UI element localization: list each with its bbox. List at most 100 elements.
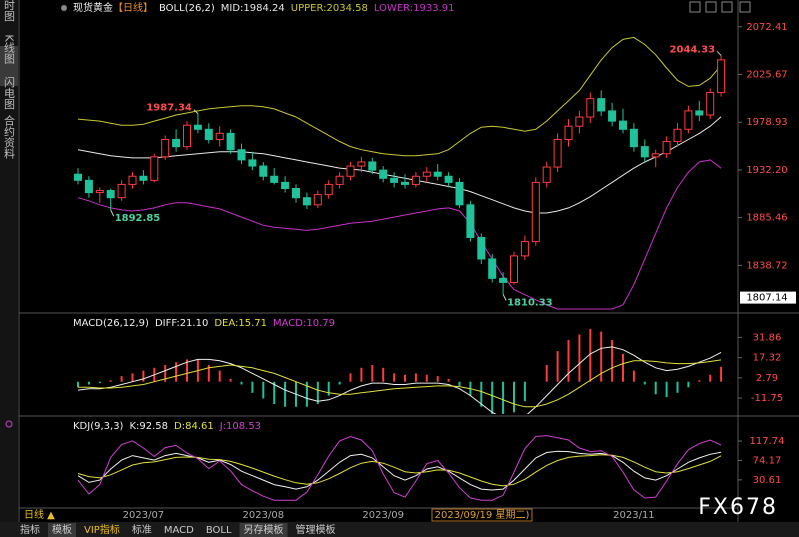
candle-body [640, 146, 649, 158]
y-tick-label: -11.75 [751, 393, 783, 404]
candle-body [433, 171, 442, 177]
series-line [77, 450, 722, 491]
extreme-label: 1892.85 [115, 213, 161, 224]
candle-body [117, 183, 126, 199]
candle-body [662, 141, 671, 155]
sidebar-tab[interactable]: 分时图 [3, 0, 16, 22]
candle-body [368, 161, 377, 171]
candle-body [466, 204, 475, 239]
icon[interactable] [705, 1, 717, 13]
plot-area [74, 36, 726, 310]
tab[interactable]: MACD [164, 525, 194, 536]
candle-body [259, 165, 268, 177]
tab[interactable]: BOLL [206, 525, 232, 536]
icon[interactable] [721, 1, 733, 13]
candle-body [455, 181, 464, 206]
legend-entry: MID:1984.24 [221, 3, 285, 14]
icon[interactable] [739, 1, 751, 13]
period-button[interactable]: 日线 ▲ [24, 508, 55, 521]
chart-title: 现货黄金 [73, 1, 113, 14]
x-tick-label: 2023/11 [613, 510, 655, 521]
tab[interactable]: VIP指标 [84, 523, 120, 536]
menu-dot[interactable] [61, 5, 67, 11]
sidebar-top [0, 2, 18, 38]
tab[interactable]: 标准 [132, 524, 152, 536]
candle-body [390, 177, 399, 183]
extreme-label: 1987.34 [146, 103, 192, 114]
candle-body [150, 156, 159, 181]
candle-body [226, 132, 235, 151]
candle-body [379, 169, 388, 179]
candle-body [477, 237, 486, 260]
candle-body [597, 98, 606, 112]
cursor-label-box [431, 508, 533, 522]
icon[interactable] [689, 1, 701, 13]
y-tick-label: 2072.41 [746, 22, 787, 33]
candle-body [237, 149, 246, 161]
candle-body [499, 277, 508, 283]
extreme-pointer [716, 51, 722, 56]
tab-active[interactable] [48, 523, 76, 537]
tab-active[interactable] [239, 523, 288, 537]
extreme-pointer [110, 209, 115, 217]
sidebar [0, 0, 18, 522]
y-tick-label: 2.79 [756, 373, 778, 384]
series-line [77, 36, 722, 157]
candle-body [84, 179, 93, 194]
sidebar-tab[interactable]: K线图 [3, 34, 16, 64]
candle-body [564, 125, 573, 140]
series-line [77, 346, 722, 414]
candle-body [183, 124, 191, 148]
panel-icon[interactable] [5, 420, 13, 428]
tab[interactable]: 模板 [52, 523, 72, 536]
candle-body [357, 161, 366, 167]
candle-body [106, 190, 115, 199]
legend-entry: LOWER:1933.91 [374, 3, 455, 14]
tab[interactable]: 另存模板 [244, 523, 284, 536]
extreme-pointer [193, 109, 199, 114]
series-line [77, 159, 722, 310]
candle-body [139, 175, 148, 181]
candle-body [619, 120, 627, 130]
cursor-label: 2023/09/19 星期二) [435, 509, 530, 521]
candle-body [608, 110, 617, 122]
candle-body [95, 190, 104, 194]
candle-body [422, 171, 431, 177]
sidebar-tab[interactable]: 合约资料 [3, 114, 16, 160]
x-tick-label: 2023/09 [362, 510, 404, 521]
legend-entry: DEA:15.71 [214, 318, 267, 329]
candle-body [684, 110, 693, 130]
candle-body [281, 181, 290, 190]
candle-body [531, 181, 540, 243]
x-tick-label: 2023/07 [123, 510, 165, 521]
y-tick-label: 1885.46 [746, 213, 787, 224]
series-line [77, 435, 722, 501]
axis-marker: 1807.14 [746, 293, 787, 304]
sidebar-tab[interactable]: 闪电图 [3, 75, 16, 110]
toolbar-icons[interactable] [689, 1, 751, 13]
legend-entry: J:108.53 [219, 421, 261, 432]
candle-body [575, 116, 584, 127]
extreme-label: 1810.33 [507, 297, 553, 308]
plot-area [77, 328, 723, 414]
sidebar-tab-active [0, 46, 18, 86]
candle-body [172, 138, 181, 148]
candle-body [302, 197, 311, 206]
candle-body [586, 98, 595, 118]
chart-period: 【日线】 [113, 1, 153, 14]
y-tick-label: 1978.93 [746, 117, 787, 128]
candle-body [74, 173, 82, 181]
candle-body [128, 175, 137, 185]
candle-body [313, 194, 322, 206]
tab[interactable]: 管理模板 [296, 523, 336, 536]
watermark: FX678 [698, 495, 778, 520]
candle-body [401, 181, 409, 185]
candle-body [161, 138, 170, 158]
legend-entry: DIFF:21.10 [155, 318, 208, 329]
chart-title: MACD(26,12,9) [73, 318, 149, 329]
series-line [77, 116, 722, 214]
tab[interactable]: 指标 [20, 523, 40, 536]
candle-body [706, 92, 715, 116]
candle-body [193, 124, 202, 130]
tab-bar [0, 522, 799, 537]
